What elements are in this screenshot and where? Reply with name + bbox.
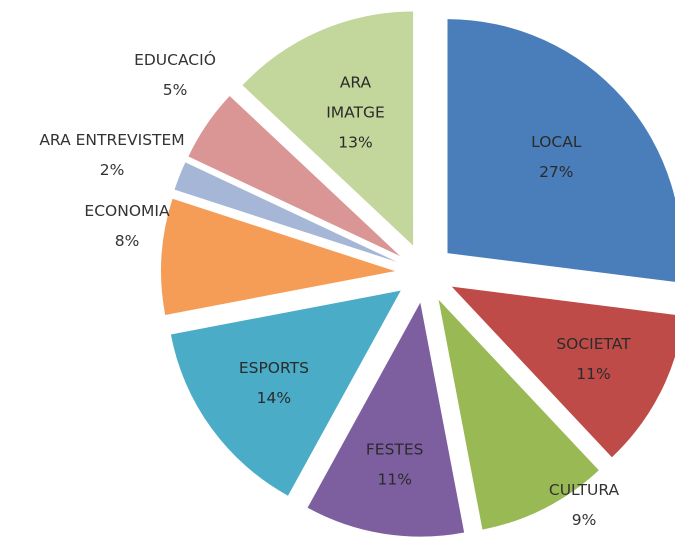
pie-label-name: ESPORTS: [239, 359, 309, 377]
pie-slice-ara-entrevistem: [174, 162, 398, 262]
pie-label-value: 14%: [257, 389, 291, 407]
pie-slice-educacio: [188, 95, 401, 257]
pie-label-name: CULTURA: [549, 481, 620, 499]
pie-label-value: 2%: [100, 161, 125, 179]
pie-label-value: 11%: [576, 365, 610, 383]
pie-label-name: EDUCACIÓ: [134, 50, 216, 69]
pie-label-ara-imatge: ARA IMATGE 13%: [326, 73, 385, 151]
pie-label-educacio: EDUCACIÓ 5%: [134, 50, 216, 99]
pie-label-value: 27%: [539, 163, 573, 181]
pie-label-name: ECONOMIA: [84, 202, 170, 220]
pie-slice-cultura: [438, 299, 599, 530]
pie-label-cultura: CULTURA 9%: [549, 481, 620, 529]
pie-label-value: 13%: [338, 133, 372, 151]
pie-label-ara-entrevistem: ARA ENTREVISTEM 2%: [39, 131, 184, 179]
pie-label-societat: SOCIETAT 11%: [556, 335, 631, 383]
pie-slice-local: [447, 19, 675, 282]
pie-label-name: IMATGE: [326, 103, 385, 121]
pie-slice-festes: [307, 302, 465, 537]
pie-label-name: FESTES: [366, 440, 424, 458]
pie-slice-economia: [161, 198, 396, 315]
pie-label-name: ARA ENTREVISTEM: [39, 131, 184, 149]
pie-label-local: LOCAL 27%: [531, 133, 582, 181]
pie-label-value: 8%: [115, 232, 140, 250]
pie-label-name: LOCAL: [531, 133, 582, 151]
pie-slice-societat: [451, 286, 675, 458]
pie-labels: LOCAL 27% SOCIETAT 11% CULTURA 9% FESTES 11% ESP…: [39, 50, 631, 529]
pie-slice-ara-imatge: [242, 11, 414, 246]
pie-slices: [161, 11, 675, 537]
pie-label-esports: ESPORTS 14%: [239, 359, 309, 407]
pie-label-name: ARA: [340, 73, 372, 91]
pie-label-festes: FESTES 11%: [366, 440, 424, 488]
pie-slice-esports: [170, 290, 401, 496]
pie-label-value: 5%: [163, 81, 188, 99]
pie-label-value: 11%: [377, 470, 411, 488]
pie-label-economia: ECONOMIA 8%: [84, 202, 170, 250]
pie-label-name: SOCIETAT: [556, 335, 631, 353]
pie-label-value: 9%: [572, 511, 597, 529]
